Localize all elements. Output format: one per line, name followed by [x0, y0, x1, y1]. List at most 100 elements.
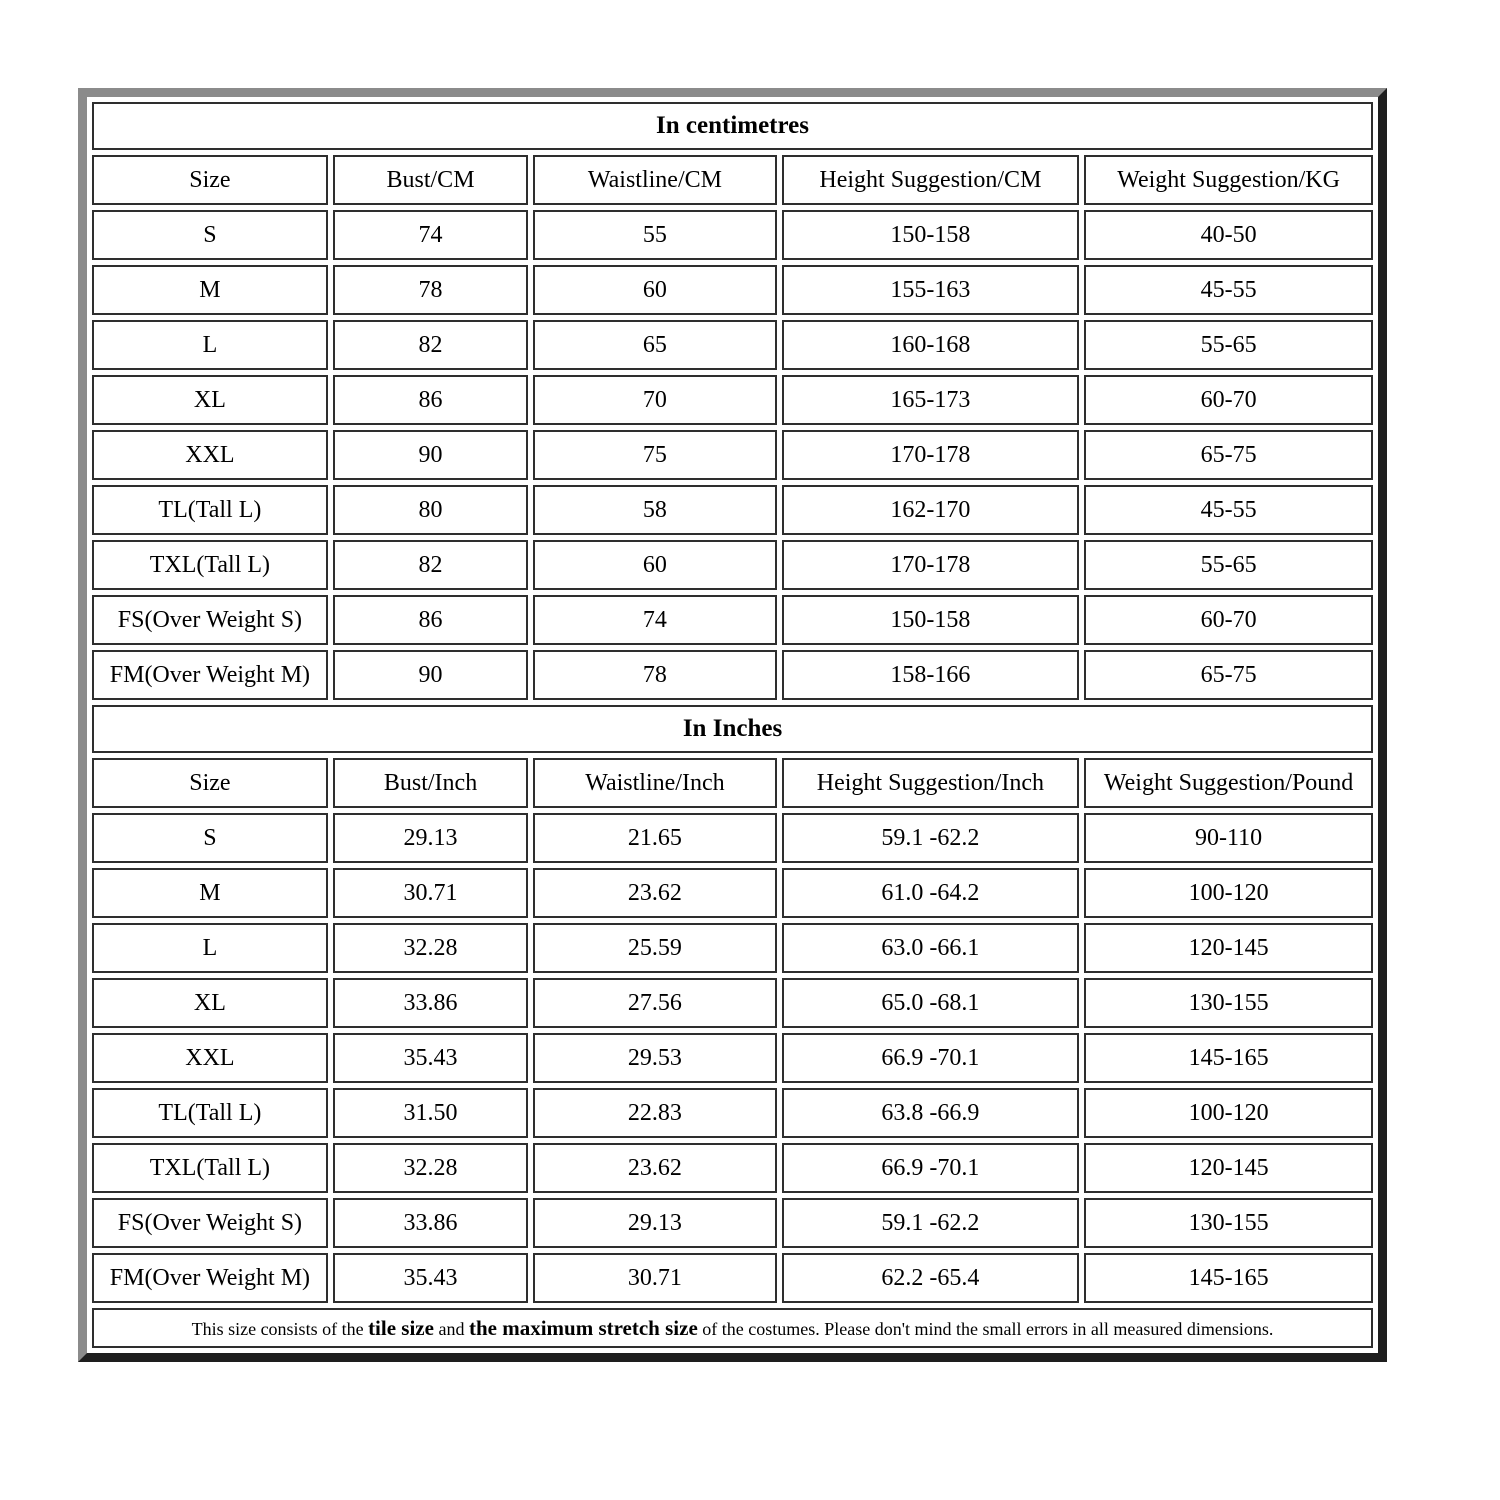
- size-chart-table: In centimetres Size Bust/CM Waistline/CM Hei…: [87, 97, 1378, 1353]
- column-header: Height Suggestion/Inch: [781, 758, 1080, 808]
- table-cell: 60-70: [1084, 595, 1373, 645]
- section-caption: In centimetres: [92, 102, 1373, 150]
- size-cell: XL: [92, 978, 328, 1028]
- table-cell: 45-55: [1084, 265, 1373, 315]
- table-row: TL(Tall L) 80 58 162-170 45-55: [92, 485, 1373, 535]
- table-cell: 63.8 -66.9: [781, 1088, 1080, 1138]
- table-cell: 145-165: [1084, 1253, 1373, 1303]
- header-row: Size Bust/CM Waistline/CM Height Suggestion…: [92, 155, 1373, 205]
- table-row: XXL 35.43 29.53 66.9 -70.1 145-165: [92, 1033, 1373, 1083]
- table-cell: 130-155: [1084, 1198, 1373, 1248]
- table-cell: 150-158: [781, 210, 1080, 260]
- table-cell: 78: [332, 265, 529, 315]
- table-cell: 27.56: [533, 978, 777, 1028]
- size-cell: M: [92, 265, 328, 315]
- size-cell: S: [92, 210, 328, 260]
- table-cell: 90-110: [1084, 813, 1373, 863]
- table-cell: 74: [533, 595, 777, 645]
- footer-row: This size consists of the tile size and …: [92, 1308, 1373, 1348]
- size-cell: FS(Over Weight S): [92, 595, 328, 645]
- size-cell: TXL(Tall L): [92, 540, 328, 590]
- table-cell: 59.1 -62.2: [781, 1198, 1080, 1248]
- table-cell: 55-65: [1084, 320, 1373, 370]
- table-cell: 82: [332, 320, 529, 370]
- size-cell: M: [92, 868, 328, 918]
- table-cell: 120-145: [1084, 1143, 1373, 1193]
- size-cell: XL: [92, 375, 328, 425]
- table-cell: 25.59: [533, 923, 777, 973]
- table-cell: 55-65: [1084, 540, 1373, 590]
- table-cell: 65: [533, 320, 777, 370]
- table-cell: 82: [332, 540, 529, 590]
- table-row: M 78 60 155-163 45-55: [92, 265, 1373, 315]
- table-cell: 145-165: [1084, 1033, 1373, 1083]
- table-cell: 65-75: [1084, 650, 1373, 700]
- table-cell: 66.9 -70.1: [781, 1143, 1080, 1193]
- table-cell: 70: [533, 375, 777, 425]
- table-cell: 74: [332, 210, 529, 260]
- table-cell: 75: [533, 430, 777, 480]
- size-cell: L: [92, 320, 328, 370]
- table-cell: 60-70: [1084, 375, 1373, 425]
- table-cell: 155-163: [781, 265, 1080, 315]
- size-cell: FM(Over Weight M): [92, 650, 328, 700]
- table-cell: 21.65: [533, 813, 777, 863]
- column-header: Size: [92, 155, 328, 205]
- section-caption: In Inches: [92, 705, 1373, 753]
- table-cell: 165-173: [781, 375, 1080, 425]
- section-caption-row: In Inches: [92, 705, 1373, 753]
- column-header: Bust/CM: [332, 155, 529, 205]
- column-header: Weight Suggestion/Pound: [1084, 758, 1373, 808]
- column-header: Weight Suggestion/KG: [1084, 155, 1373, 205]
- table-cell: 100-120: [1084, 868, 1373, 918]
- table-row: XXL 90 75 170-178 65-75: [92, 430, 1373, 480]
- footer-bold-text: the maximum stretch size: [468, 1315, 698, 1340]
- table-cell: 65-75: [1084, 430, 1373, 480]
- table-cell: 22.83: [533, 1088, 777, 1138]
- table-cell: 31.50: [332, 1088, 529, 1138]
- size-cell: FS(Over Weight S): [92, 1198, 328, 1248]
- table-cell: 58: [533, 485, 777, 535]
- table-cell: 86: [332, 595, 529, 645]
- table-row: XL 33.86 27.56 65.0 -68.1 130-155: [92, 978, 1373, 1028]
- size-chart-frame: In centimetres Size Bust/CM Waistline/CM Hei…: [78, 88, 1387, 1362]
- table-cell: 60: [533, 540, 777, 590]
- footer-note: This size consists of the tile size and …: [92, 1308, 1373, 1348]
- table-cell: 90: [332, 650, 529, 700]
- size-cell: FM(Over Weight M): [92, 1253, 328, 1303]
- table-cell: 35.43: [332, 1253, 529, 1303]
- table-cell: 62.2 -65.4: [781, 1253, 1080, 1303]
- table-cell: 80: [332, 485, 529, 535]
- table-row: TXL(Tall L) 32.28 23.62 66.9 -70.1 120-145: [92, 1143, 1373, 1193]
- table-cell: 86: [332, 375, 529, 425]
- footer-text: of the costumes. Please don't mind the s…: [697, 1318, 1274, 1339]
- table-row: TL(Tall L) 31.50 22.83 63.8 -66.9 100-120: [92, 1088, 1373, 1138]
- table-row: FS(Over Weight S) 33.86 29.13 59.1 -62.2 130…: [92, 1198, 1373, 1248]
- table-row: TXL(Tall L) 82 60 170-178 55-65: [92, 540, 1373, 590]
- table-cell: 30.71: [533, 1253, 777, 1303]
- table-cell: 100-120: [1084, 1088, 1373, 1138]
- table-cell: 60: [533, 265, 777, 315]
- table-cell: 40-50: [1084, 210, 1373, 260]
- table-cell: 63.0 -66.1: [781, 923, 1080, 973]
- table-row: L 82 65 160-168 55-65: [92, 320, 1373, 370]
- table-cell: 162-170: [781, 485, 1080, 535]
- size-cell: S: [92, 813, 328, 863]
- table-cell: 61.0 -64.2: [781, 868, 1080, 918]
- table-cell: 120-145: [1084, 923, 1373, 973]
- table-cell: 32.28: [332, 1143, 529, 1193]
- column-header: Bust/Inch: [332, 758, 529, 808]
- table-cell: 170-178: [781, 430, 1080, 480]
- footer-text: This size consists of the: [191, 1318, 369, 1339]
- table-cell: 45-55: [1084, 485, 1373, 535]
- size-cell: L: [92, 923, 328, 973]
- table-cell: 32.28: [332, 923, 529, 973]
- size-cell: TXL(Tall L): [92, 1143, 328, 1193]
- size-cell: TL(Tall L): [92, 485, 328, 535]
- table-cell: 29.13: [533, 1198, 777, 1248]
- table-cell: 33.86: [332, 1198, 529, 1248]
- table-row: L 32.28 25.59 63.0 -66.1 120-145: [92, 923, 1373, 973]
- table-cell: 29.53: [533, 1033, 777, 1083]
- table-cell: 23.62: [533, 868, 777, 918]
- table-row: FM(Over Weight M) 90 78 158-166 65-75: [92, 650, 1373, 700]
